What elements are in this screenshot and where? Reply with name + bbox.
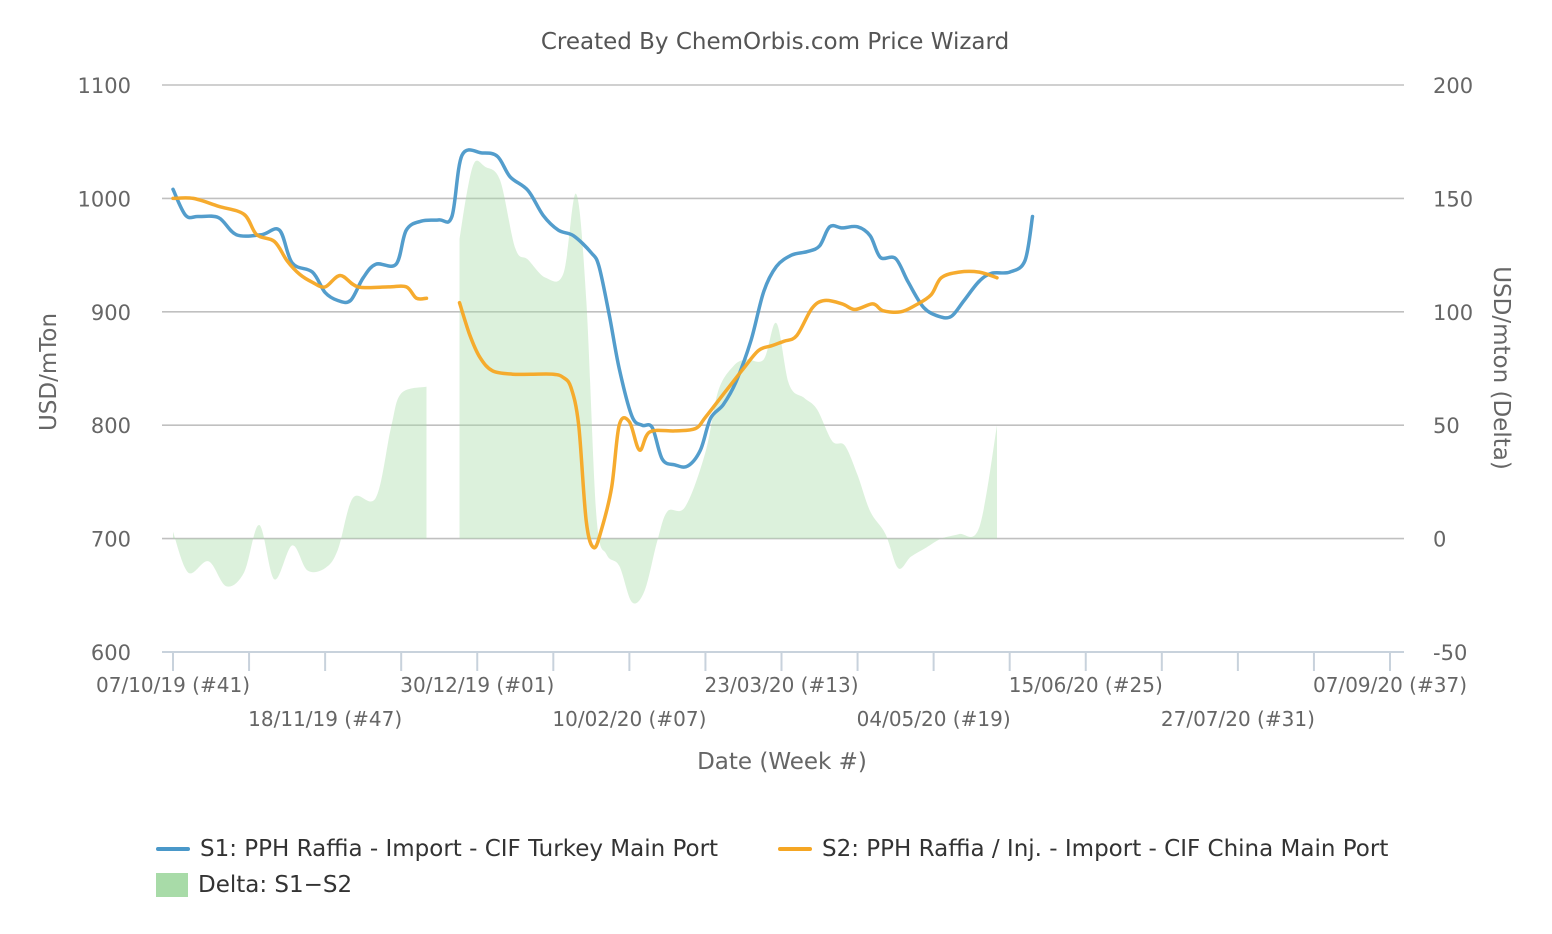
y2-tick-label: 50 bbox=[1433, 414, 1460, 438]
y2-tick-label: -50 bbox=[1433, 641, 1467, 665]
s1-line bbox=[171, 148, 1035, 469]
x-tick-label: 27/07/20 (#31) bbox=[1161, 707, 1315, 731]
legend-swatch-delta bbox=[156, 873, 188, 897]
y-tick-label: 600 bbox=[91, 641, 131, 665]
delta-area-layer bbox=[173, 160, 997, 604]
x-tick-label: 15/06/20 (#25) bbox=[1009, 673, 1163, 697]
x-tick-label: 10/02/20 (#07) bbox=[552, 707, 706, 731]
x-tick-label: 07/09/20 (#37) bbox=[1313, 673, 1467, 697]
series-lines-layer bbox=[171, 148, 1035, 550]
axes-layer: 600 700 800 900 1000 1100 -50 0 50 100 150 200 07/10… bbox=[78, 74, 1474, 731]
x-tick-label: 18/11/19 (#47) bbox=[248, 707, 402, 731]
x-tick-label: 04/05/20 (#19) bbox=[857, 707, 1011, 731]
x-tick-label: 07/10/19 (#41) bbox=[96, 673, 250, 697]
y2-tick-label: 200 bbox=[1433, 74, 1473, 98]
legend-label-delta: Delta: S1−S2 bbox=[198, 872, 353, 898]
y2-axis-label: USD/mton (Delta) bbox=[1488, 266, 1514, 470]
s2-line bbox=[171, 196, 429, 301]
s2-line bbox=[457, 269, 999, 550]
delta-area bbox=[459, 160, 997, 604]
y-tick-label: 1100 bbox=[78, 74, 131, 98]
legend-label-s1: S1: PPH Raffia - Import - CIF Turkey Mai… bbox=[200, 836, 719, 862]
delta-area bbox=[173, 386, 427, 587]
y-tick-label: 900 bbox=[91, 301, 131, 325]
legend-swatch-s2 bbox=[778, 847, 812, 851]
chart-title: Created By ChemOrbis.com Price Wizard bbox=[541, 29, 1009, 55]
y2-tick-label: 0 bbox=[1433, 528, 1446, 552]
legend-label-s2: S2: PPH Raffia / Inj. - Import - CIF Chi… bbox=[822, 836, 1389, 862]
legend-item-s1[interactable]: S1: PPH Raffia - Import - CIF Turkey Mai… bbox=[156, 836, 718, 862]
legend-item-s2[interactable]: S2: PPH Raffia / Inj. - Import - CIF Chi… bbox=[778, 836, 1388, 862]
legend-swatch-s1 bbox=[156, 847, 190, 851]
y2-tick-label: 150 bbox=[1433, 187, 1473, 211]
y-tick-label: 800 bbox=[91, 414, 131, 438]
y2-tick-label: 100 bbox=[1433, 301, 1473, 325]
x-axis-label: Date (Week #) bbox=[697, 749, 867, 775]
y-tick-label: 700 bbox=[91, 528, 131, 552]
y-axis-label: USD/mTon bbox=[36, 313, 62, 431]
x-tick-label: 30/12/19 (#01) bbox=[400, 673, 554, 697]
legend-item-delta[interactable]: Delta: S1−S2 bbox=[156, 872, 352, 898]
x-tick-label: 23/03/20 (#13) bbox=[705, 673, 859, 697]
y-tick-label: 1000 bbox=[78, 187, 131, 211]
